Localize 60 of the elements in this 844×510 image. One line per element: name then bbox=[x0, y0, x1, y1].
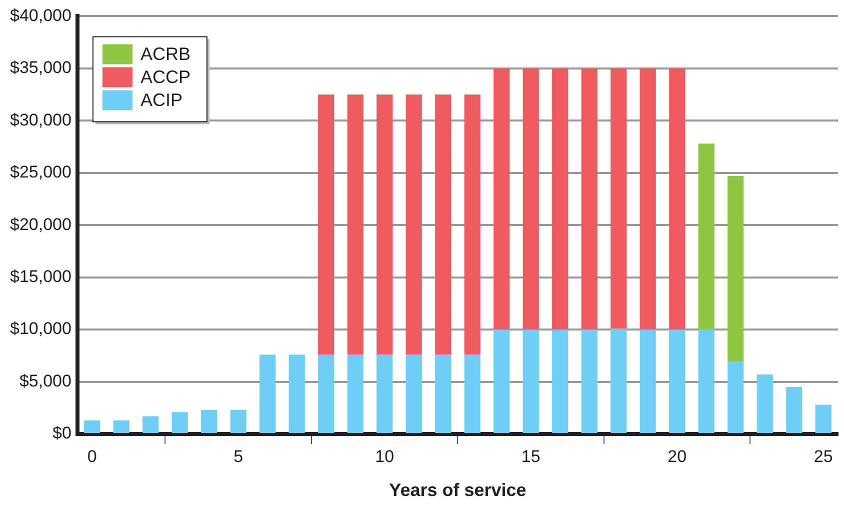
bar bbox=[610, 328, 627, 433]
legend-label: ACCP bbox=[140, 67, 190, 88]
bar bbox=[756, 374, 773, 433]
x-tick-label: 15 bbox=[521, 446, 540, 466]
bar bbox=[640, 68, 656, 330]
y-tick-label: $10,000 bbox=[10, 319, 72, 338]
y-tick-label: $35,000 bbox=[10, 58, 72, 78]
bar bbox=[698, 144, 714, 330]
bar bbox=[522, 68, 539, 330]
bar bbox=[142, 416, 159, 433]
bar bbox=[698, 330, 714, 433]
bar bbox=[728, 176, 744, 362]
bar bbox=[230, 410, 246, 433]
y-tick-label: $0 bbox=[52, 424, 72, 443]
bar bbox=[610, 68, 627, 329]
bar bbox=[464, 94, 480, 355]
bar bbox=[347, 354, 364, 433]
bar bbox=[172, 412, 188, 433]
bar bbox=[84, 420, 100, 433]
bar bbox=[288, 354, 305, 433]
x-tick-label: 0 bbox=[87, 446, 97, 466]
y-tick-label: $5,000 bbox=[19, 371, 72, 390]
bar bbox=[260, 354, 276, 433]
bar bbox=[552, 68, 568, 330]
y-tick-label: $20,000 bbox=[10, 214, 72, 234]
bar bbox=[376, 354, 393, 433]
bar bbox=[435, 94, 452, 355]
bar bbox=[815, 404, 832, 433]
x-tick-label: 20 bbox=[668, 446, 687, 466]
bar bbox=[581, 330, 598, 433]
x-tick-label: 5 bbox=[234, 446, 244, 466]
bar bbox=[494, 68, 510, 330]
bar bbox=[640, 330, 656, 433]
bar bbox=[464, 354, 480, 433]
bar bbox=[522, 330, 539, 433]
bar bbox=[494, 330, 510, 433]
bar bbox=[728, 362, 744, 433]
bar bbox=[318, 94, 334, 355]
bar bbox=[376, 94, 393, 355]
x-tick-label: 10 bbox=[375, 446, 394, 466]
y-tick-label: $25,000 bbox=[10, 162, 72, 182]
bar bbox=[347, 94, 364, 355]
y-tick-label: $30,000 bbox=[10, 110, 72, 130]
bar bbox=[669, 330, 686, 433]
bar bbox=[113, 420, 130, 433]
bar bbox=[435, 354, 452, 433]
bar bbox=[669, 68, 686, 330]
x-axis-title: Years of service bbox=[389, 480, 526, 500]
x-tick-label: 25 bbox=[814, 446, 833, 466]
legend-label: ACIP bbox=[140, 90, 182, 110]
y-tick-label: $15,000 bbox=[10, 267, 72, 286]
bar bbox=[201, 410, 218, 433]
y-tick-label: $40,000 bbox=[10, 6, 72, 25]
legend-label: ACRB bbox=[140, 44, 190, 64]
bar bbox=[406, 94, 422, 355]
bar bbox=[786, 387, 802, 433]
bar bbox=[552, 330, 568, 433]
bar bbox=[581, 68, 598, 330]
bar bbox=[318, 354, 334, 433]
bar bbox=[406, 354, 422, 433]
